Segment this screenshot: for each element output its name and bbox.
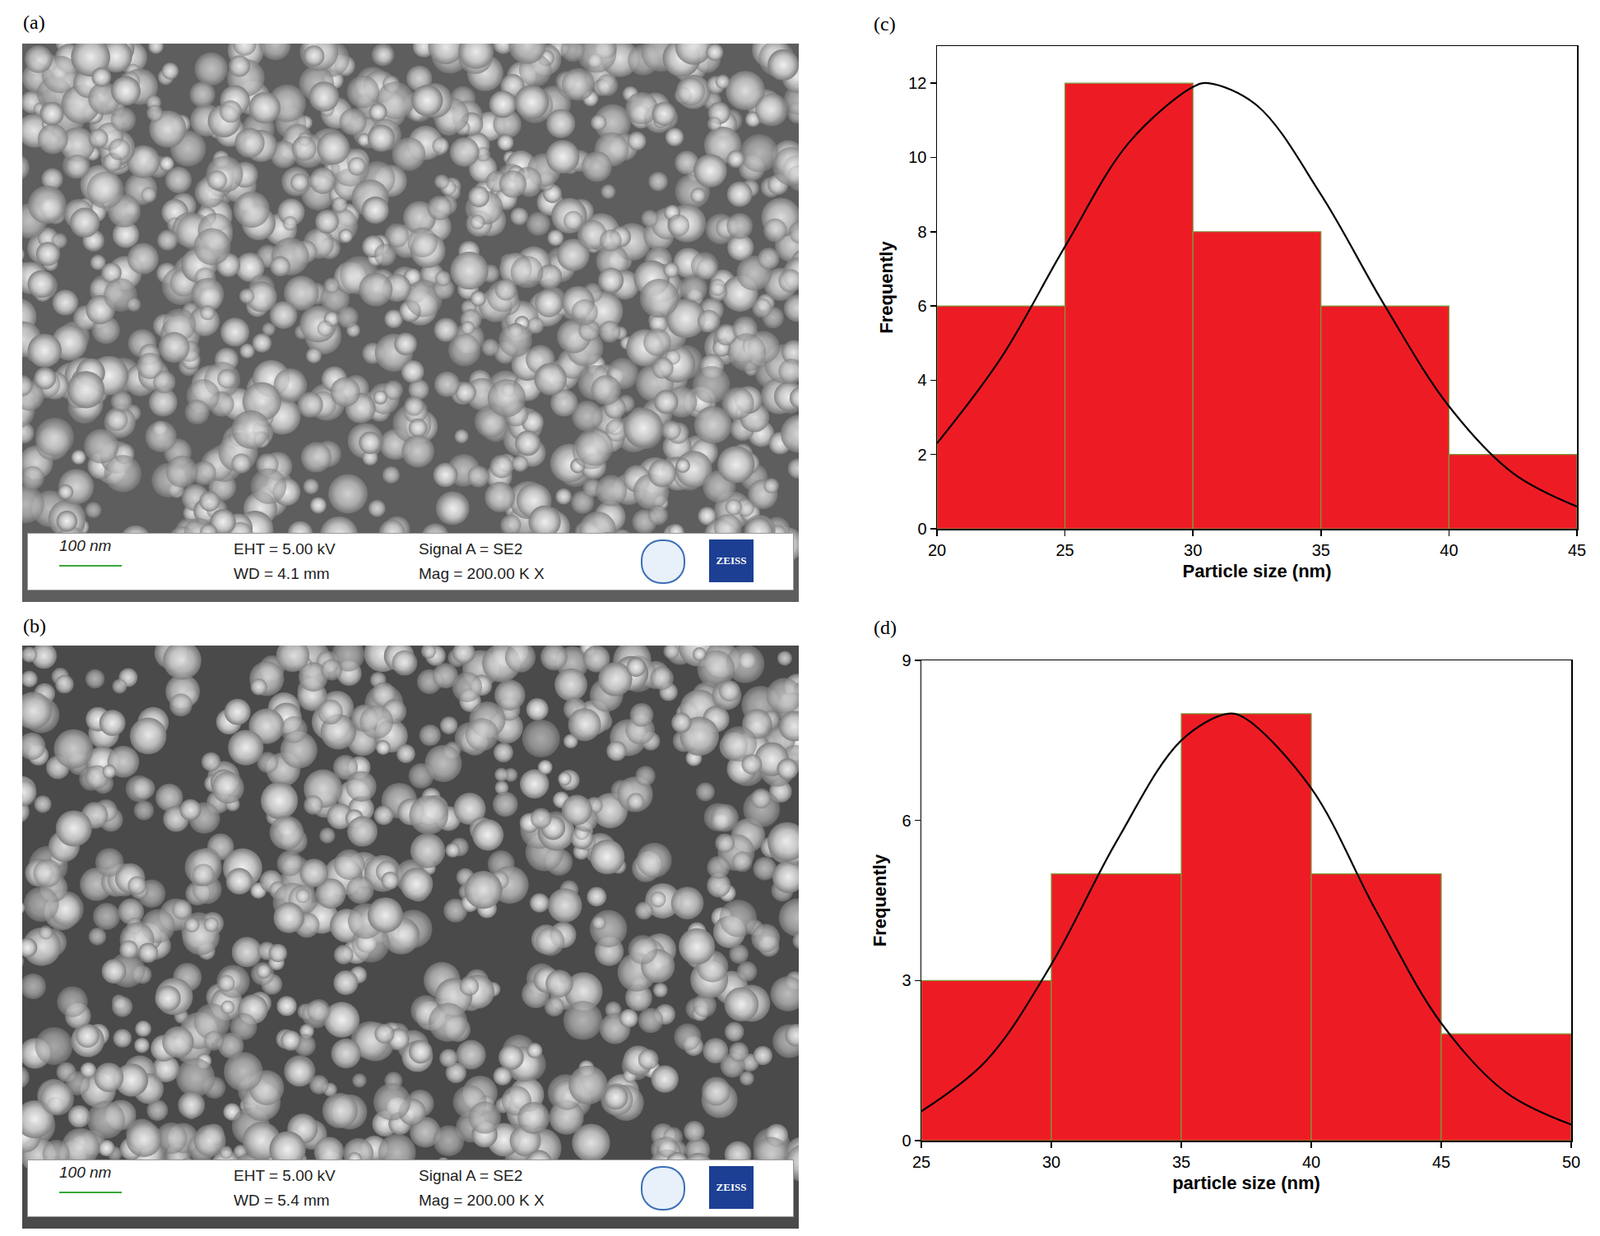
svg-text:40: 40 [1302,1153,1321,1172]
html-text:100 nm: 100 nm [59,537,112,555]
html-text:100 nm: 100 nm [59,1164,112,1182]
svg-text:3: 3 [901,971,911,990]
svg-text:45: 45 [1567,541,1587,560]
svg-text:8: 8 [917,222,927,242]
svg-text:12: 12 [908,74,927,93]
svg-text:9: 9 [901,651,911,670]
html-text:WD = 5.4 mm: WD = 5.4 mm [233,1191,330,1210]
html-text:Signal A = SE2: Signal A = SE2 [418,540,523,558]
html-text:EHT = 5.00 kV: EHT = 5.00 kV [233,540,336,558]
svg-text:Frequently: Frequently [876,241,897,334]
svg-text:45: 45 [1432,1153,1451,1172]
html-text:Mag = 200.00 K X: Mag = 200.00 K X [418,565,545,583]
svg-text:20: 20 [927,541,947,560]
svg-text:0: 0 [901,1131,911,1151]
html-text:ZEISS: ZEISS [716,554,747,567]
html-text:(b): (b) [23,615,47,637]
svg-text:40: 40 [1439,541,1458,560]
svg-text:Particle size (nm): Particle size (nm) [1182,561,1332,582]
svg-text:35: 35 [1312,541,1331,560]
svg-text:4: 4 [917,371,927,390]
html-text:ZEISS: ZEISS [716,1181,747,1194]
svg-text:50: 50 [1562,1153,1581,1172]
html-text:Mag = 200.00 K X: Mag = 200.00 K X [418,1191,545,1210]
html-text:(a): (a) [23,11,45,33]
svg-text:30: 30 [1042,1153,1061,1172]
svg-text:(c): (c) [873,13,896,35]
svg-text:35: 35 [1172,1153,1191,1172]
svg-text:6: 6 [901,811,911,831]
svg-text:6: 6 [917,296,927,316]
svg-text:10: 10 [908,148,927,167]
svg-text:Frequently: Frequently [869,853,891,947]
html-text:EHT = 5.00 kV: EHT = 5.00 kV [233,1167,336,1185]
svg-text:0: 0 [917,519,927,538]
html-text:Signal A = SE2: Signal A = SE2 [418,1167,523,1185]
svg-text:2: 2 [917,445,927,464]
svg-text:(d): (d) [873,616,897,639]
svg-text:25: 25 [1055,541,1074,560]
svg-text:25: 25 [912,1153,931,1172]
svg-text:30: 30 [1183,541,1202,560]
svg-text:particle size (nm): particle size (nm) [1172,1173,1321,1194]
html-text:WD = 4.1 mm: WD = 4.1 mm [233,565,330,583]
